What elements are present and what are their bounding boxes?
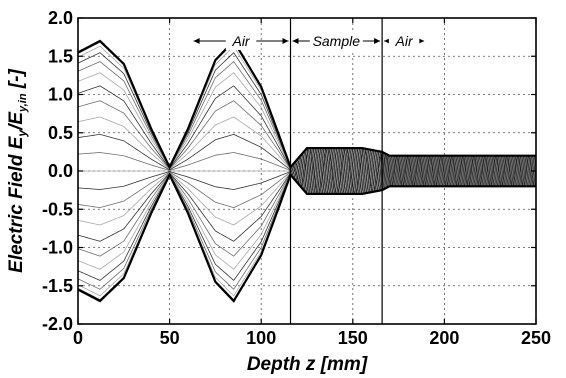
y-axis-label-sub1: y — [15, 129, 29, 138]
x-tick-label: 200 — [429, 328, 459, 348]
y-tick-label: -1.5 — [42, 276, 73, 296]
y-tick-label: 2.0 — [48, 8, 73, 28]
wave-trace — [77, 147, 537, 290]
y-tick-label: 1.0 — [48, 85, 73, 105]
x-tick-label: 250 — [521, 328, 551, 348]
y-axis-label-mid: /E — [6, 111, 27, 131]
envelope-max-line — [77, 39, 536, 170]
region-label-bg — [225, 32, 257, 50]
x-tick-label: 100 — [246, 328, 276, 348]
x-tick-label: 150 — [338, 328, 368, 348]
y-tick-label: 1.5 — [48, 46, 73, 66]
y-axis-label-sub2: y,in — [17, 93, 29, 113]
y-tick-label: -1.0 — [42, 238, 73, 258]
region-arrow-head — [193, 38, 200, 44]
y-tick-label: 0.5 — [48, 123, 73, 143]
region-boundaries — [289, 18, 383, 324]
x-axis-label: Depth z [mm] — [247, 354, 368, 375]
wave-traces — [77, 39, 537, 303]
region-label: Sample — [313, 33, 361, 49]
x-tick-label: 50 — [160, 328, 180, 348]
envelope-min-line — [77, 172, 536, 303]
y-axis-label: Electric Field Ey/Ey,in [-] — [6, 68, 29, 272]
region-annotations: Air Sample Air — [193, 32, 425, 50]
y-tick-label: -0.5 — [42, 199, 73, 219]
y-axis-label-unit: [-] — [6, 68, 27, 93]
y-tick-label: -2.0 — [42, 314, 73, 334]
y-axis-label-main: Electric Field E — [6, 135, 27, 273]
y-tick-label: 0.0 — [48, 161, 73, 181]
region-label: Air — [395, 33, 414, 49]
region-arrow-head — [282, 38, 289, 44]
region-arrow-head — [292, 38, 299, 44]
region-arrow-head — [374, 38, 381, 44]
region-label: Air — [231, 33, 250, 49]
region-arrow-head — [384, 38, 391, 44]
region-arrow-head — [418, 38, 425, 44]
region-label-bg — [309, 32, 363, 50]
x-tick-label: 0 — [73, 328, 83, 348]
tick-labels: 0 50 100 150 200 250 -2.0 -1.5 -1.0 -0.5 0.0 0.5 1.0… — [42, 8, 551, 348]
region-label-bg — [388, 32, 420, 50]
